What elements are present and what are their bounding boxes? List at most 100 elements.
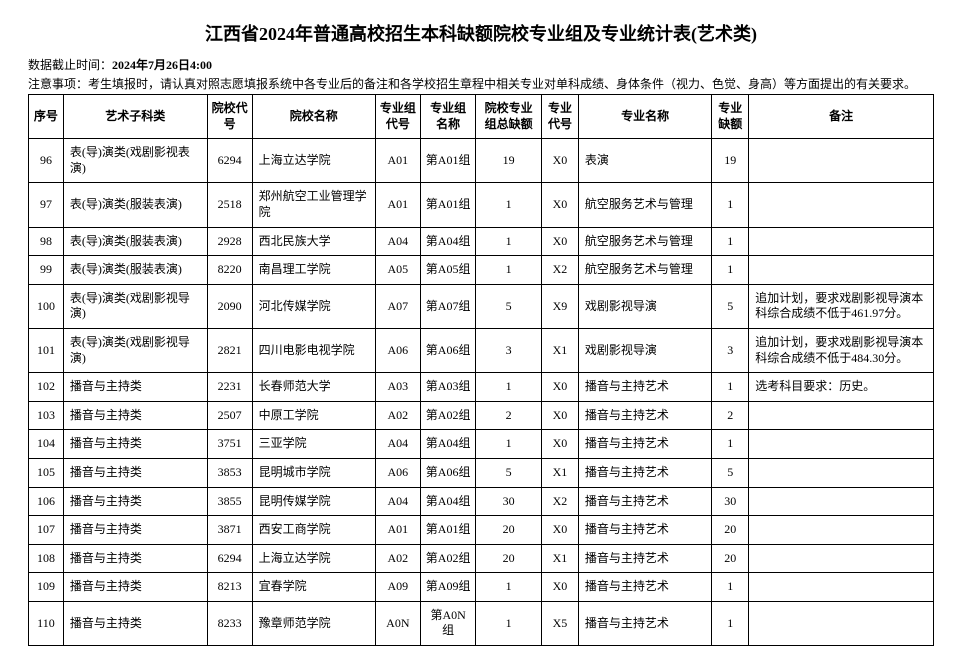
table-row: 98表(导)演类(服装表演)2928西北民族大学A04第A04组1X0航空服务艺… bbox=[29, 227, 934, 256]
cell-note bbox=[749, 516, 934, 545]
cell-school-name: 西北民族大学 bbox=[252, 227, 375, 256]
cell-major-vacancy: 3 bbox=[712, 328, 749, 372]
cell-subject: 表(导)演类(服装表演) bbox=[63, 256, 207, 285]
cell-seq: 100 bbox=[29, 284, 64, 328]
cell-school-id: 2518 bbox=[207, 183, 252, 227]
cell-group-code: A07 bbox=[375, 284, 420, 328]
table-row: 105播音与主持类3853昆明城市学院A06第A06组5X1播音与主持艺术5 bbox=[29, 458, 934, 487]
cell-group-code: A06 bbox=[375, 328, 420, 372]
cell-group-vacancy: 1 bbox=[476, 430, 542, 459]
cell-school-id: 8233 bbox=[207, 601, 252, 645]
cell-seq: 101 bbox=[29, 328, 64, 372]
cell-school-name: 南昌理工学院 bbox=[252, 256, 375, 285]
notice-line: 注意事项：考生填报时，请认真对照志愿填报系统中各专业后的备注和各学校招生章程中相… bbox=[28, 75, 934, 92]
cell-seq: 105 bbox=[29, 458, 64, 487]
cell-major-name: 航空服务艺术与管理 bbox=[578, 183, 711, 227]
cell-major-vacancy: 1 bbox=[712, 601, 749, 645]
cell-school-name: 宜春学院 bbox=[252, 573, 375, 602]
cell-major-code: X0 bbox=[541, 573, 578, 602]
cell-note bbox=[749, 139, 934, 183]
h-subject: 艺术子科类 bbox=[63, 95, 207, 139]
cell-group-code: A05 bbox=[375, 256, 420, 285]
table-row: 107播音与主持类3871西安工商学院A01第A01组20X0播音与主持艺术20 bbox=[29, 516, 934, 545]
cell-major-vacancy: 1 bbox=[712, 430, 749, 459]
cell-major-name: 戏剧影视导演 bbox=[578, 328, 711, 372]
cell-group-name: 第A03组 bbox=[420, 373, 475, 402]
page-title: 江西省2024年普通高校招生本科缺额院校专业组及专业统计表(艺术类) bbox=[28, 20, 934, 46]
data-table: 序号 艺术子科类 院校代号 院校名称 专业组代号 专业组名称 院校专业组总缺额 … bbox=[28, 94, 934, 646]
cell-subject: 表(导)演类(戏剧影视表演) bbox=[63, 139, 207, 183]
cell-major-name: 戏剧影视导演 bbox=[578, 284, 711, 328]
cell-group-code: A06 bbox=[375, 458, 420, 487]
cell-major-code: X9 bbox=[541, 284, 578, 328]
table-row: 108播音与主持类6294上海立达学院A02第A02组20X1播音与主持艺术20 bbox=[29, 544, 934, 573]
cell-major-vacancy: 1 bbox=[712, 227, 749, 256]
cell-group-vacancy: 19 bbox=[476, 139, 542, 183]
cell-subject: 表(导)演类(戏剧影视导演) bbox=[63, 284, 207, 328]
cell-major-code: X0 bbox=[541, 183, 578, 227]
cell-group-code: A01 bbox=[375, 516, 420, 545]
cell-major-code: X0 bbox=[541, 227, 578, 256]
cell-school-name: 长春师范大学 bbox=[252, 373, 375, 402]
cell-seq: 97 bbox=[29, 183, 64, 227]
table-row: 104播音与主持类3751三亚学院A04第A04组1X0播音与主持艺术1 bbox=[29, 430, 934, 459]
cell-major-name: 播音与主持艺术 bbox=[578, 516, 711, 545]
cell-major-code: X2 bbox=[541, 256, 578, 285]
cell-seq: 103 bbox=[29, 401, 64, 430]
table-row: 101表(导)演类(戏剧影视导演)2821四川电影电视学院A06第A06组3X1… bbox=[29, 328, 934, 372]
cell-group-code: A03 bbox=[375, 373, 420, 402]
cell-school-id: 2231 bbox=[207, 373, 252, 402]
cell-note bbox=[749, 401, 934, 430]
cell-school-name: 四川电影电视学院 bbox=[252, 328, 375, 372]
cell-subject: 播音与主持类 bbox=[63, 516, 207, 545]
cell-subject: 表(导)演类(戏剧影视导演) bbox=[63, 328, 207, 372]
cell-group-name: 第A06组 bbox=[420, 328, 475, 372]
cell-subject: 播音与主持类 bbox=[63, 401, 207, 430]
cell-subject: 播音与主持类 bbox=[63, 544, 207, 573]
cell-school-name: 豫章师范学院 bbox=[252, 601, 375, 645]
cell-group-name: 第A04组 bbox=[420, 430, 475, 459]
cell-major-code: X0 bbox=[541, 373, 578, 402]
h-seq: 序号 bbox=[29, 95, 64, 139]
cell-major-vacancy: 1 bbox=[712, 573, 749, 602]
cell-major-name: 播音与主持艺术 bbox=[578, 373, 711, 402]
cell-group-vacancy: 3 bbox=[476, 328, 542, 372]
cell-school-name: 河北传媒学院 bbox=[252, 284, 375, 328]
cell-major-vacancy: 20 bbox=[712, 544, 749, 573]
cell-school-name: 上海立达学院 bbox=[252, 544, 375, 573]
h-major-name: 专业名称 bbox=[578, 95, 711, 139]
table-row: 102播音与主持类2231长春师范大学A03第A03组1X0播音与主持艺术1选考… bbox=[29, 373, 934, 402]
cell-group-code: A09 bbox=[375, 573, 420, 602]
h-group-code: 专业组代号 bbox=[375, 95, 420, 139]
h-note: 备注 bbox=[749, 95, 934, 139]
cell-group-vacancy: 1 bbox=[476, 256, 542, 285]
cell-note bbox=[749, 458, 934, 487]
cell-school-name: 昆明城市学院 bbox=[252, 458, 375, 487]
cell-subject: 播音与主持类 bbox=[63, 487, 207, 516]
cell-seq: 108 bbox=[29, 544, 64, 573]
cell-school-id: 6294 bbox=[207, 139, 252, 183]
cell-major-vacancy: 1 bbox=[712, 256, 749, 285]
cell-school-id: 6294 bbox=[207, 544, 252, 573]
cell-group-name: 第A07组 bbox=[420, 284, 475, 328]
cell-school-name: 郑州航空工业管理学院 bbox=[252, 183, 375, 227]
cell-group-vacancy: 5 bbox=[476, 284, 542, 328]
cell-major-vacancy: 19 bbox=[712, 139, 749, 183]
cell-major-name: 播音与主持艺术 bbox=[578, 601, 711, 645]
cell-school-name: 中原工学院 bbox=[252, 401, 375, 430]
table-row: 97表(导)演类(服装表演)2518郑州航空工业管理学院A01第A01组1X0航… bbox=[29, 183, 934, 227]
h-group-vacancy: 院校专业组总缺额 bbox=[476, 95, 542, 139]
h-major-code: 专业代号 bbox=[541, 95, 578, 139]
cell-group-name: 第A0N组 bbox=[420, 601, 475, 645]
cell-group-code: A0N bbox=[375, 601, 420, 645]
cell-note bbox=[749, 430, 934, 459]
cell-group-name: 第A01组 bbox=[420, 516, 475, 545]
cell-school-id: 3855 bbox=[207, 487, 252, 516]
cell-group-name: 第A01组 bbox=[420, 183, 475, 227]
cell-group-vacancy: 20 bbox=[476, 544, 542, 573]
deadline-line: 数据截止时间：2024年7月26日4:00 bbox=[28, 56, 934, 73]
cell-group-vacancy: 2 bbox=[476, 401, 542, 430]
cell-major-name: 播音与主持艺术 bbox=[578, 458, 711, 487]
cell-note bbox=[749, 227, 934, 256]
cell-group-name: 第A09组 bbox=[420, 573, 475, 602]
